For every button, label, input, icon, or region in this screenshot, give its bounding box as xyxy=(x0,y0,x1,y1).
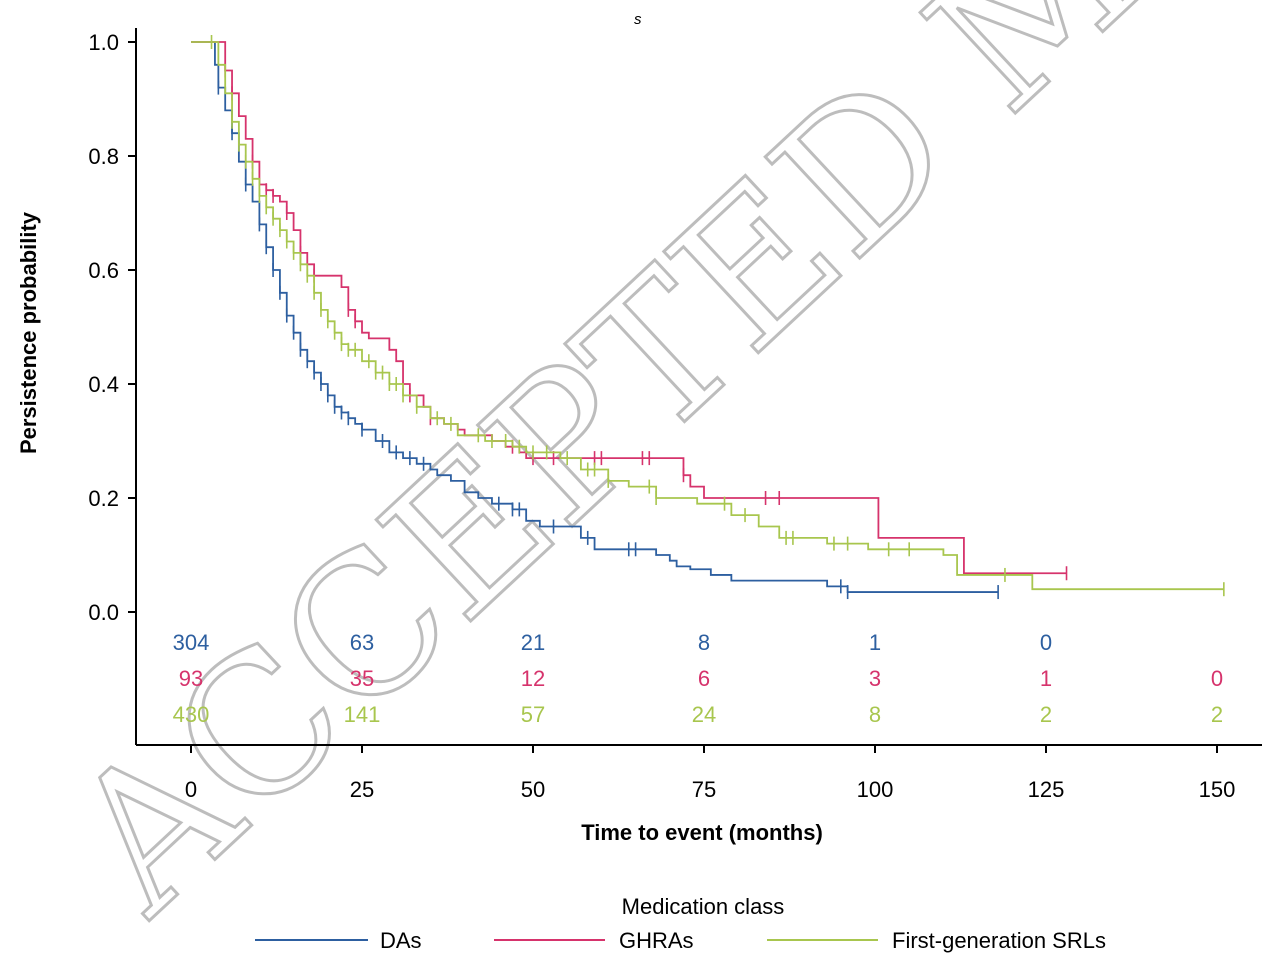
plot-area: 0.00.20.40.60.81.0 0 25 50 75 100 125 150 304 6… xyxy=(88,28,1262,802)
at-risk-count: 0 xyxy=(1040,630,1052,655)
curve-ghras xyxy=(191,41,1067,575)
at-risk-count: 304 xyxy=(173,630,210,655)
x-ticks: 0 25 50 75 100 125 150 xyxy=(185,745,1235,802)
legend-items: DAs GHRAs First-generation SRLs xyxy=(255,928,1106,953)
at-risk-count: 1 xyxy=(869,630,881,655)
at-risk-count: 8 xyxy=(698,630,710,655)
legend: Medication class DAs GHRAs First-generatio… xyxy=(255,894,1106,953)
x-tick-label: 100 xyxy=(857,777,894,802)
y-tick-label: 0.6 xyxy=(88,258,119,283)
y-tick-label: 0.0 xyxy=(88,600,119,625)
y-tick-label: 1.0 xyxy=(88,30,119,55)
at-risk-count: 430 xyxy=(173,702,210,727)
curves xyxy=(191,35,1225,600)
at-risk-count: 2 xyxy=(1040,702,1052,727)
at-risk-count: 0 xyxy=(1211,666,1223,691)
watermark-text: ACCEPTED MANUSCRIPT xyxy=(29,0,1267,954)
legend-label: First-generation SRLs xyxy=(892,928,1106,953)
x-tick-label: 25 xyxy=(350,777,374,802)
at-risk-count: 63 xyxy=(350,630,374,655)
at-risk-count: 8 xyxy=(869,702,881,727)
y-tick-label: 0.2 xyxy=(88,486,119,511)
x-axis-title: Time to event (months) xyxy=(581,820,823,845)
x-tick-label: 0 xyxy=(185,777,197,802)
at-risk-count: 6 xyxy=(698,666,710,691)
legend-label: GHRAs xyxy=(619,928,694,953)
legend-title: Medication class xyxy=(622,894,785,919)
y-tick-label: 0.4 xyxy=(88,372,119,397)
at-risk-count: 1 xyxy=(1040,666,1052,691)
header-fragment: s xyxy=(634,11,642,28)
at-risk-count: 12 xyxy=(521,666,545,691)
at-risk-count: 35 xyxy=(350,666,374,691)
x-tick-label: 125 xyxy=(1028,777,1065,802)
y-axis-title: Persistence probability xyxy=(16,211,41,454)
x-tick-label: 50 xyxy=(521,777,545,802)
y-tick-label: 0.8 xyxy=(88,144,119,169)
y-ticks: 0.0 0.2 0.4 0.6 0.8 1.0 xyxy=(88,30,136,625)
x-tick-label: 75 xyxy=(692,777,716,802)
at-risk-count: 141 xyxy=(344,702,381,727)
at-risk-count: 93 xyxy=(179,666,203,691)
x-tick-label: 150 xyxy=(1199,777,1236,802)
curve-first-generation-srls xyxy=(191,41,1224,591)
at-risk-count: 2 xyxy=(1211,702,1223,727)
at-risk-count: 3 xyxy=(869,666,881,691)
legend-label: DAs xyxy=(380,928,422,953)
at-risk-count: 21 xyxy=(521,630,545,655)
at-risk-count: 24 xyxy=(692,702,716,727)
at-risk-count: 57 xyxy=(521,702,545,727)
